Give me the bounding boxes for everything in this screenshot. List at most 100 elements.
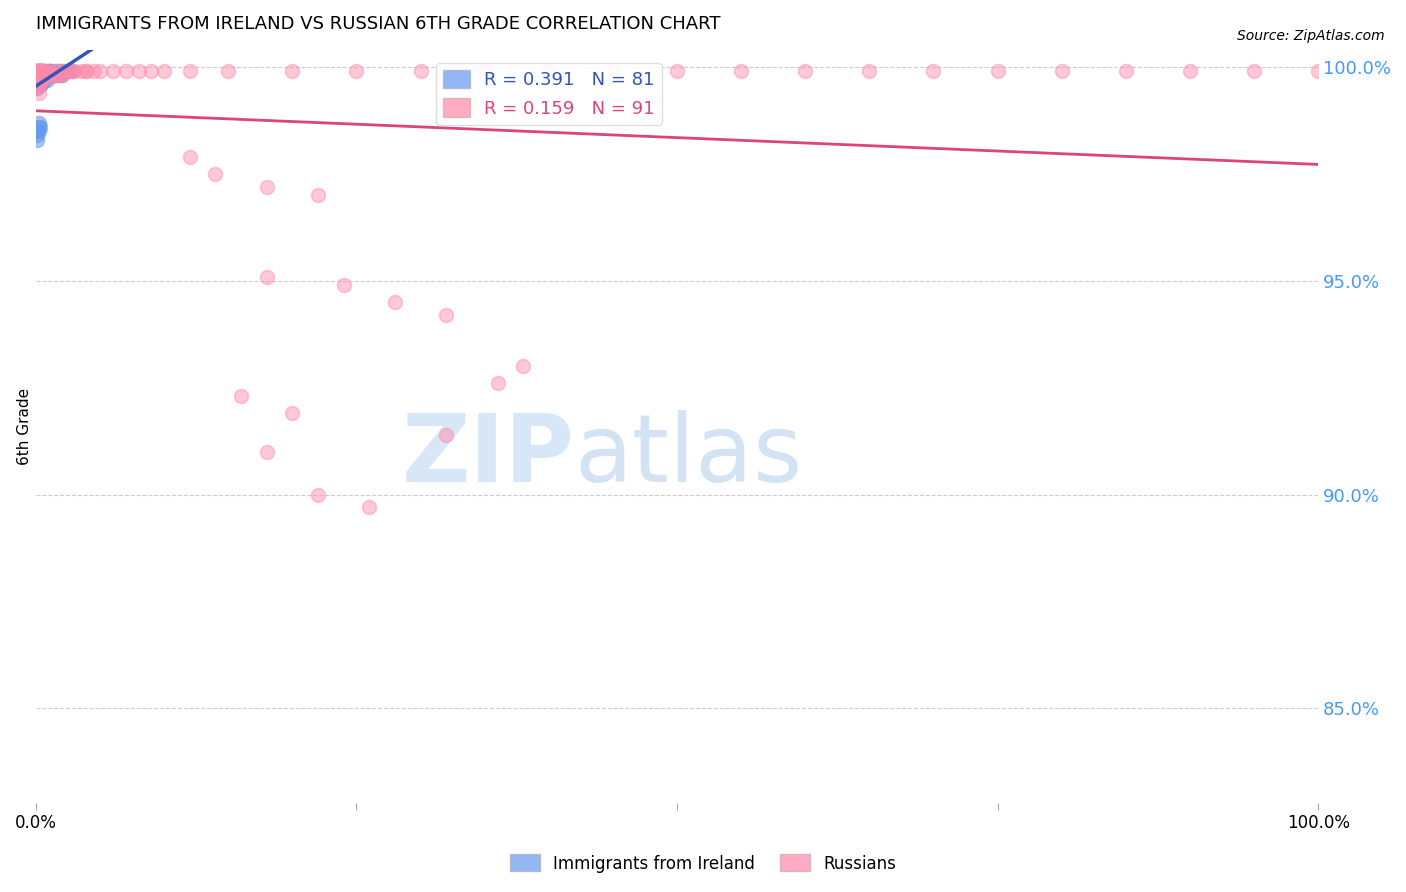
- Point: [307, 488, 329, 502]
- Point: [25, 128, 48, 143]
- Point: [25, 81, 48, 95]
- Point: [53, 64, 76, 78]
- Point: [25, 72, 48, 87]
- Point: [141, 64, 163, 78]
- Point: [27, 86, 49, 100]
- Point: [46, 64, 69, 78]
- Point: [858, 64, 880, 78]
- Point: [51, 64, 73, 78]
- Point: [602, 64, 624, 78]
- Point: [38, 64, 60, 78]
- Point: [28, 69, 51, 83]
- Point: [25, 64, 48, 78]
- Point: [25, 64, 48, 78]
- Point: [537, 64, 560, 78]
- Point: [31, 69, 53, 83]
- Point: [512, 359, 534, 374]
- Point: [28, 64, 51, 78]
- Point: [28, 69, 51, 83]
- Point: [48, 69, 70, 83]
- Point: [76, 64, 98, 78]
- Point: [31, 72, 53, 87]
- Point: [229, 389, 252, 403]
- Point: [41, 64, 63, 78]
- Point: [34, 69, 56, 83]
- Point: [27, 77, 49, 91]
- Point: [30, 72, 52, 87]
- Point: [27, 69, 49, 83]
- Point: [25, 69, 48, 83]
- Point: [474, 64, 496, 78]
- Point: [28, 120, 51, 134]
- Point: [44, 64, 66, 78]
- Point: [51, 69, 73, 83]
- Point: [27, 72, 49, 87]
- Point: [31, 72, 53, 87]
- Point: [41, 69, 63, 83]
- Point: [794, 64, 817, 78]
- Point: [28, 69, 51, 83]
- Point: [30, 64, 52, 78]
- Point: [1243, 64, 1265, 78]
- Text: IMMIGRANTS FROM IRELAND VS RUSSIAN 6TH GRADE CORRELATION CHART: IMMIGRANTS FROM IRELAND VS RUSSIAN 6TH G…: [37, 15, 720, 33]
- Point: [30, 77, 52, 91]
- Point: [35, 64, 58, 78]
- Y-axis label: 6th Grade: 6th Grade: [17, 388, 32, 465]
- Point: [281, 64, 304, 78]
- Point: [35, 69, 58, 83]
- Point: [25, 124, 48, 138]
- Point: [27, 72, 49, 87]
- Point: [44, 64, 66, 78]
- Point: [30, 64, 52, 78]
- Point: [179, 64, 201, 78]
- Point: [51, 69, 73, 83]
- Point: [69, 64, 91, 78]
- Point: [307, 188, 329, 202]
- Point: [25, 64, 48, 78]
- Point: [32, 69, 55, 83]
- Point: [25, 69, 48, 83]
- Point: [37, 69, 59, 83]
- Point: [30, 77, 52, 91]
- Point: [256, 269, 278, 284]
- Point: [25, 72, 48, 87]
- Point: [217, 64, 239, 78]
- Point: [89, 64, 111, 78]
- Point: [28, 72, 51, 87]
- Point: [27, 120, 49, 134]
- Point: [38, 69, 60, 83]
- Point: [63, 64, 86, 78]
- Point: [25, 77, 48, 91]
- Point: [37, 69, 59, 83]
- Point: [25, 77, 48, 91]
- Point: [153, 64, 176, 78]
- Point: [27, 124, 49, 138]
- Point: [32, 69, 55, 83]
- Point: [34, 69, 56, 83]
- Point: [25, 69, 48, 83]
- Point: [922, 64, 945, 78]
- Point: [28, 72, 51, 87]
- Point: [27, 64, 49, 78]
- Point: [1115, 64, 1137, 78]
- Point: [30, 72, 52, 87]
- Point: [1308, 64, 1330, 78]
- Point: [256, 445, 278, 459]
- Point: [34, 64, 56, 78]
- Point: [31, 69, 53, 83]
- Point: [35, 69, 58, 83]
- Point: [332, 278, 354, 293]
- Point: [28, 77, 51, 91]
- Point: [56, 64, 79, 78]
- Text: ZIP: ZIP: [402, 410, 575, 502]
- Point: [486, 376, 509, 391]
- Point: [359, 500, 381, 515]
- Point: [31, 64, 53, 78]
- Point: [39, 64, 62, 78]
- Point: [25, 69, 48, 83]
- Point: [28, 72, 51, 87]
- Point: [25, 81, 48, 95]
- Point: [987, 64, 1010, 78]
- Point: [25, 72, 48, 87]
- Point: [46, 64, 69, 78]
